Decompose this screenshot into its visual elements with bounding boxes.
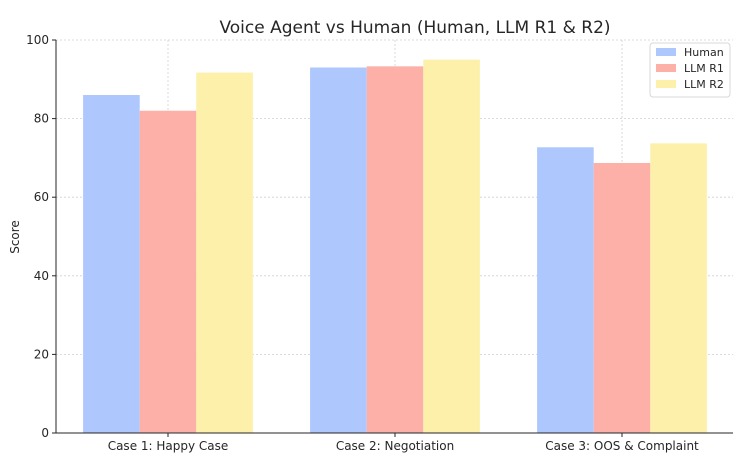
legend-swatch-llm-r2 bbox=[656, 80, 676, 88]
bar-human-1 bbox=[83, 95, 140, 434]
legend: Human LLM R1 LLM R2 bbox=[649, 42, 731, 98]
bar-human-3 bbox=[537, 147, 594, 433]
bar-human-2 bbox=[310, 67, 367, 433]
y-tick-label-3: 60 bbox=[34, 190, 49, 204]
bar-llm-r1-2 bbox=[366, 66, 424, 434]
y-tick-label-1: 20 bbox=[34, 347, 49, 361]
bars-group bbox=[83, 59, 707, 434]
bar-llm-r2-3 bbox=[650, 143, 707, 433]
chart-title: Voice Agent vs Human (Human, LLM R1 & R2… bbox=[219, 18, 610, 38]
legend-swatch-human bbox=[656, 48, 676, 56]
bar-llm-r1-1 bbox=[139, 110, 197, 434]
legend-swatch-llm-r1 bbox=[656, 64, 676, 72]
legend-label-llm-r1: LLM R1 bbox=[684, 62, 724, 75]
x-tick-label-2: Case 3: OOS & Complaint bbox=[545, 439, 699, 453]
x-tick-label-0: Case 1: Happy Case bbox=[108, 439, 229, 453]
y-tick-label-5: 100 bbox=[26, 33, 49, 47]
bar-llm-r1-3 bbox=[593, 163, 651, 433]
x-tick-label-1: Case 2: Negotiation bbox=[336, 439, 454, 453]
legend-label-human: Human bbox=[684, 46, 724, 59]
y-tick-label-4: 80 bbox=[34, 112, 49, 126]
x-axis-ticks: Case 1: Happy Case Case 2: Negotiation Cas… bbox=[108, 433, 699, 453]
y-tick-label-0: 0 bbox=[41, 426, 49, 440]
y-axis-ticks: 0 20 40 60 80 100 bbox=[26, 33, 56, 440]
bar-llm-r2-1 bbox=[196, 72, 253, 433]
bar-llm-r2-2 bbox=[423, 59, 480, 434]
y-tick-label-2: 40 bbox=[34, 269, 49, 283]
y-axis-label: Score bbox=[8, 220, 22, 254]
legend-label-llm-r2: LLM R2 bbox=[684, 78, 724, 91]
